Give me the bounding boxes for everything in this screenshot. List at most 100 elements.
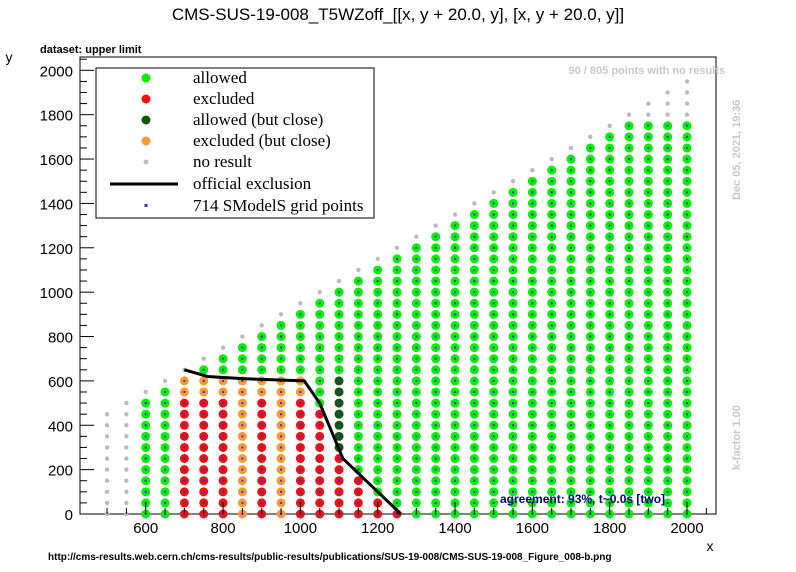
grid-point-marker [686,446,689,449]
grid-point-marker [686,479,689,482]
grid-point-marker [666,335,669,338]
grid-point-marker [299,402,302,405]
grid-point-marker [608,402,611,405]
grid-point-marker [512,368,515,371]
grid-point-marker [338,346,341,349]
point-no-result [665,112,670,117]
grid-point-marker [144,435,147,438]
grid-point-marker [608,213,611,216]
grid-point-marker [202,490,205,493]
grid-point-marker [531,224,534,227]
agreement-label: agreement: 93%, t~0.0s [two] [500,492,665,506]
grid-point-marker [280,357,283,360]
grid-point-marker [183,490,186,493]
grid-point-marker [512,379,515,382]
grid-point-marker [260,379,263,382]
grid-point-marker [589,313,592,316]
point-no-result [259,323,264,328]
grid-point-marker [164,457,167,460]
grid-point-marker [299,413,302,416]
grid-point-marker [280,457,283,460]
grid-point-marker [396,457,399,460]
point-no-result [626,112,632,117]
grid-point-marker [280,390,283,393]
grid-point-marker [589,246,592,249]
grid-point-marker [686,280,689,283]
grid-point-marker [589,268,592,271]
grid-point-marker [280,501,283,504]
grid-point-marker [647,124,650,127]
grid-point-marker [454,379,457,382]
grid-point-marker [531,468,534,471]
grid-point-marker [396,335,399,338]
kfactor-label: k-factor 1.00 [731,405,743,470]
grid-point-marker [608,346,611,349]
grid-point-marker [202,379,205,382]
grid-point-marker [512,280,515,283]
grid-point-marker [686,257,689,260]
grid-point-marker [376,280,379,283]
point-no-result [104,411,110,417]
grid-point-marker [531,368,534,371]
grid-point-marker [589,280,592,283]
grid-point-marker [666,501,669,504]
grid-point-marker [550,324,553,327]
grid-point-marker [454,302,457,305]
grid-point-marker [531,379,534,382]
grid-point-marker [589,224,592,227]
grid-point-marker [338,468,341,471]
grid-point-marker [492,490,495,493]
grid-point-marker [473,235,476,238]
grid-point-marker [666,346,669,349]
dataset-label: dataset: upper limit [40,44,142,56]
grid-point-marker [473,357,476,360]
legend-label-grid: 714 SModelS grid points [193,196,364,215]
grid-point-marker [531,191,534,194]
grid-point-marker [338,457,341,460]
no-results-note: 90 / 805 points with no results [569,65,725,77]
grid-point-marker [357,390,360,393]
grid-point-marker [647,158,650,161]
grid-point-marker [570,291,573,294]
grid-point-marker [647,357,650,360]
grid-point-marker [531,490,534,493]
grid-point-marker [666,268,669,271]
grid-point-marker [415,501,418,504]
grid-point-marker [473,368,476,371]
point-no-result [104,434,110,439]
grid-point-marker [550,424,553,427]
grid-point-marker [531,235,534,238]
grid-point-marker [550,468,553,471]
grid-point-marker [473,268,476,271]
grid-point-marker [570,501,573,504]
grid-point-marker [686,402,689,405]
grid-point-marker [396,501,399,504]
grid-point-marker [666,313,669,316]
grid-point-marker [531,446,534,449]
grid-point-marker [396,424,399,427]
grid-point-marker [628,146,631,149]
grid-point-marker [647,191,650,194]
grid-point-marker [647,257,650,260]
point-no-result [124,489,129,495]
legend-marker-allowed [141,73,151,83]
grid-point-marker [550,501,553,504]
grid-point-marker [570,180,573,183]
grid-point-marker [589,213,592,216]
grid-point-marker [608,390,611,393]
grid-point-marker [608,291,611,294]
grid-point-marker [570,335,573,338]
grid-point-marker [357,457,360,460]
grid-point-marker [531,257,534,260]
grid-point-marker [570,479,573,482]
timestamp-label: Dec 05, 2021, 19:36 [731,100,743,200]
grid-point-marker [454,368,457,371]
grid-point-marker [531,457,534,460]
grid-point-marker [608,246,611,249]
grid-point-marker [280,435,283,438]
grid-point-marker [318,390,321,393]
grid-point-marker [589,390,592,393]
grid-point-marker [396,257,399,260]
grid-point-marker [570,224,573,227]
grid-point-marker [299,490,302,493]
